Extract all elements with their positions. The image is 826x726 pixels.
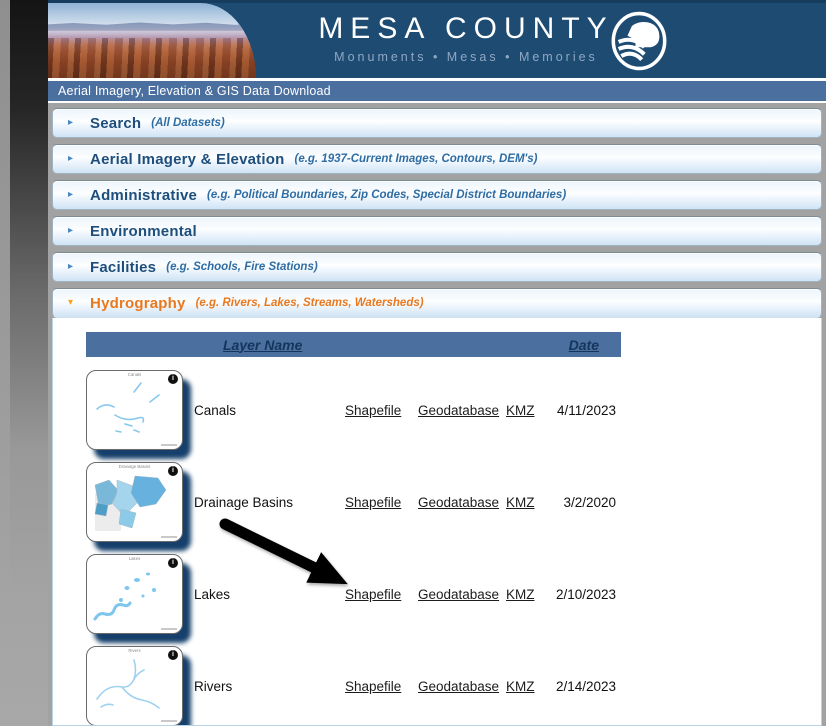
chevron-right-icon: ▸ bbox=[68, 153, 74, 164]
brand-block: MESA COUNTY Monuments • Mesas • Memories bbox=[280, 12, 652, 64]
gutter-shadow bbox=[10, 0, 48, 726]
brand-tagline: Monuments • Mesas • Memories bbox=[334, 50, 598, 64]
accordion-label: Facilities bbox=[90, 258, 157, 276]
table-row-lakes: Lakes i Lakes Shapefile Geodatabase KMZ … bbox=[86, 548, 821, 640]
thumbnail-lakes[interactable]: Lakes i bbox=[86, 554, 183, 634]
layer-rows: Canals i Canals Shapefile Geodatabase KM… bbox=[53, 357, 821, 725]
layer-date: 3/2/2020 bbox=[563, 494, 616, 510]
accordion-hint: (e.g. Political Boundaries, Zip Codes, S… bbox=[207, 189, 567, 201]
layer-date: 4/11/2023 bbox=[556, 402, 616, 418]
thumbnail-rivers[interactable]: Rivers i bbox=[86, 646, 183, 725]
shapefile-link[interactable]: Shapefile bbox=[345, 678, 402, 694]
thumbnail-canals[interactable]: Canals i bbox=[86, 370, 183, 450]
accordion-label: Aerial Imagery & Elevation bbox=[90, 150, 285, 168]
accordion-label: Administrative bbox=[90, 186, 198, 204]
accordion-search[interactable]: ▸ Search (All Datasets) bbox=[52, 108, 822, 138]
page: MESA COUNTY Monuments • Mesas • Memories… bbox=[48, 0, 826, 726]
accordion-label: Search bbox=[90, 114, 142, 132]
thumbnail-credit bbox=[161, 444, 177, 446]
layer-date: 2/14/2023 bbox=[555, 678, 616, 694]
canals-map-preview bbox=[96, 382, 160, 433]
chevron-right-icon: ▸ bbox=[68, 261, 74, 272]
chevron-right-icon: ▸ bbox=[68, 189, 74, 200]
geodatabase-link[interactable]: Geodatabase bbox=[418, 586, 500, 602]
kmz-link[interactable]: KMZ bbox=[506, 678, 535, 694]
page-title-bar: Aerial Imagery, Elevation & GIS Data Dow… bbox=[48, 78, 826, 103]
layer-date: 2/10/2023 bbox=[555, 586, 616, 602]
kmz-link[interactable]: KMZ bbox=[506, 586, 535, 602]
accordion-aerial-imagery[interactable]: ▸ Aerial Imagery & Elevation (e.g. 1937-… bbox=[52, 144, 822, 174]
thumbnail-title: Canals bbox=[127, 373, 142, 378]
header-top-line bbox=[48, 0, 826, 3]
thumbnail-title: Lakes bbox=[128, 557, 141, 562]
thumbnail-credit bbox=[161, 720, 177, 722]
thumbnail-title: Rivers bbox=[128, 649, 141, 654]
chevron-right-icon: ▸ bbox=[68, 225, 74, 236]
site-header: MESA COUNTY Monuments • Mesas • Memories bbox=[48, 3, 826, 78]
geodatabase-link[interactable]: Geodatabase bbox=[418, 678, 500, 694]
rivers-map-preview bbox=[96, 659, 160, 709]
accordion-facilities[interactable]: ▸ Facilities (e.g. Schools, Fire Station… bbox=[52, 252, 822, 282]
table-row-canals: Canals i Canals Shapefile Geodatabase KM… bbox=[86, 364, 821, 456]
column-date[interactable]: Date bbox=[568, 336, 599, 353]
chevron-right-icon: ▸ bbox=[68, 117, 74, 128]
info-icon[interactable]: i bbox=[168, 650, 178, 660]
kmz-link[interactable]: KMZ bbox=[506, 494, 535, 510]
brand-title: MESA COUNTY bbox=[318, 12, 614, 45]
accordion-hint: (e.g. Rivers, Lakes, Streams, Watersheds… bbox=[195, 297, 424, 309]
table-header: Layer Name Date bbox=[86, 332, 621, 357]
geodatabase-link[interactable]: Geodatabase bbox=[418, 402, 500, 418]
accordion-label: Hydrography bbox=[90, 294, 186, 312]
accordion-hint: (e.g. 1937-Current Images, Contours, DEM… bbox=[294, 153, 538, 165]
info-icon[interactable]: i bbox=[168, 558, 178, 568]
content: ▸ Search (All Datasets) ▸ Aerial Imagery… bbox=[48, 103, 826, 726]
accordion-hint: (All Datasets) bbox=[151, 117, 225, 129]
mesa-county-logo-icon bbox=[611, 11, 667, 71]
accordion-environmental[interactable]: ▸ Environmental bbox=[52, 216, 822, 246]
thumbnail-credit bbox=[161, 536, 177, 538]
geodatabase-link[interactable]: Geodatabase bbox=[418, 494, 500, 510]
chevron-down-icon: ▾ bbox=[68, 297, 74, 308]
accordion-administrative[interactable]: ▸ Administrative (e.g. Political Boundar… bbox=[52, 180, 822, 210]
thumbnail-drainage-basins[interactable]: Drainage Basins i bbox=[86, 462, 183, 542]
hydrography-panel: Layer Name Date bbox=[52, 318, 822, 726]
lakes-map-preview bbox=[93, 572, 156, 621]
layer-name: Lakes bbox=[194, 586, 231, 602]
layer-name: Drainage Basins bbox=[194, 494, 294, 510]
thumbnail-credit bbox=[161, 628, 177, 630]
shapefile-link[interactable]: Shapefile bbox=[345, 586, 402, 602]
layer-name: Canals bbox=[194, 402, 237, 418]
accordion-hydrography[interactable]: ▾ Hydrography (e.g. Rivers, Lakes, Strea… bbox=[52, 288, 822, 318]
drainage-basins-map-preview bbox=[94, 475, 167, 531]
shapefile-link[interactable]: Shapefile bbox=[345, 494, 402, 510]
info-icon[interactable]: i bbox=[168, 374, 178, 384]
thumbnail-title: Drainage Basins bbox=[118, 465, 151, 470]
accordion-label: Environmental bbox=[90, 222, 197, 240]
column-layer-name[interactable]: Layer Name bbox=[223, 336, 303, 353]
canyon-photo bbox=[48, 3, 256, 78]
shapefile-link[interactable]: Shapefile bbox=[345, 402, 402, 418]
kmz-link[interactable]: KMZ bbox=[506, 402, 535, 418]
accordion-hint: (e.g. Schools, Fire Stations) bbox=[166, 261, 318, 273]
table-row-drainage-basins: Drainage Basins i Drainage Basins Shapef… bbox=[86, 456, 821, 548]
info-icon[interactable]: i bbox=[168, 466, 178, 476]
table-row-rivers: Rivers i Rivers Shapefile Geodatabase KM… bbox=[86, 640, 821, 725]
layer-name: Rivers bbox=[194, 678, 233, 694]
page-title: Aerial Imagery, Elevation & GIS Data Dow… bbox=[58, 84, 331, 98]
